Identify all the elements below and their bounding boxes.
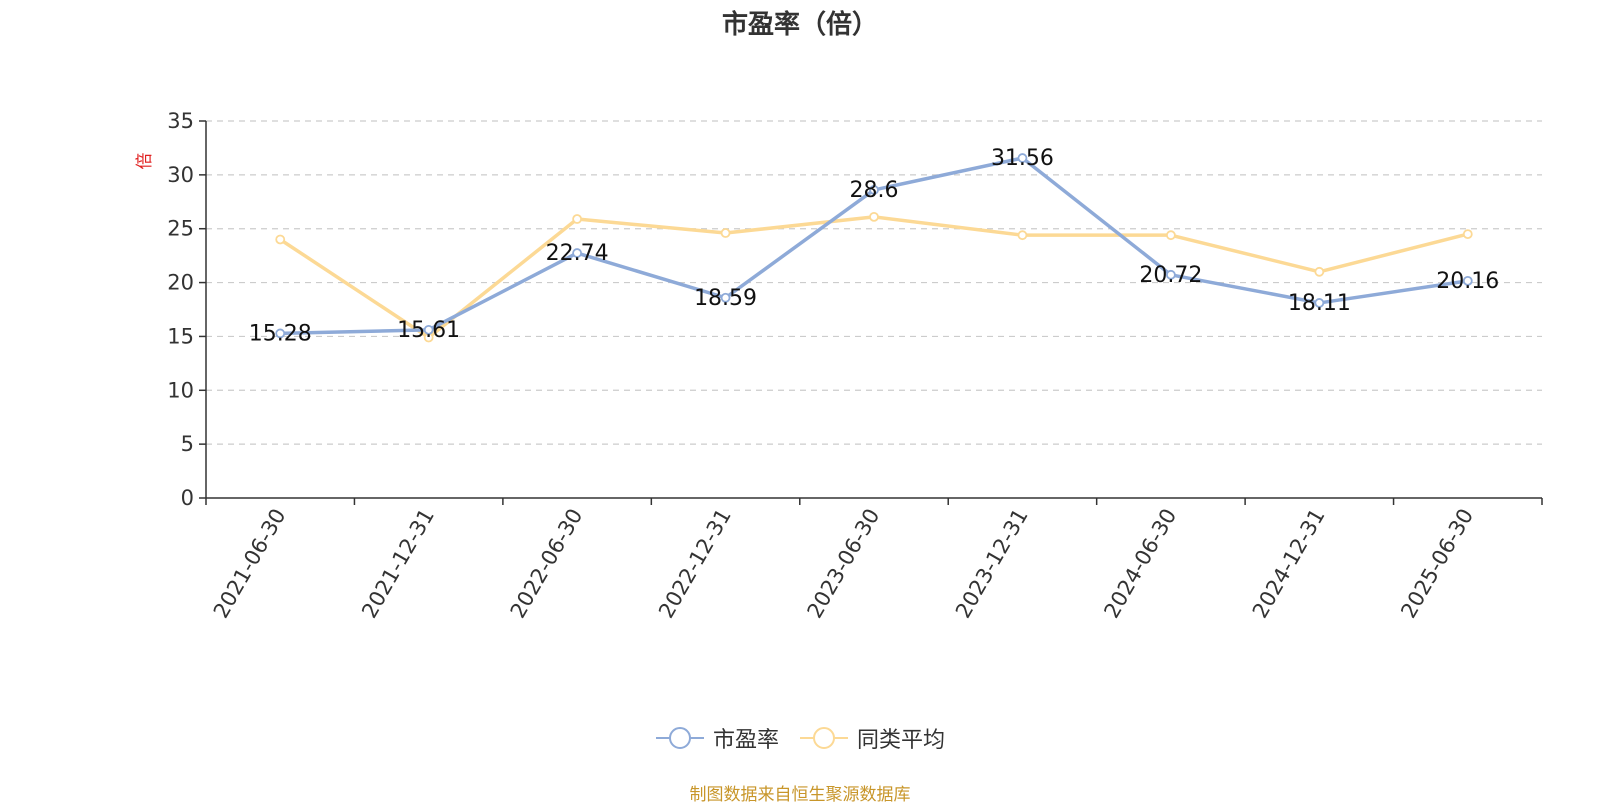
x-tick-label: 2023-06-30 bbox=[803, 505, 885, 623]
data-point bbox=[869, 185, 879, 195]
y-tick-label: 20 bbox=[167, 271, 194, 295]
y-tick-label: 30 bbox=[167, 163, 194, 187]
data-label: 18.11 bbox=[1288, 291, 1351, 316]
x-tick-label: 2024-12-31 bbox=[1248, 505, 1330, 623]
line-chart: 0 5 10 15 20 25 30 35 倍 2021-06-30 2021-12-31 2022-… bbox=[135, 109, 1543, 623]
chart-title: 市盈率（倍） bbox=[721, 10, 878, 40]
x-tick-label: 2023-12-31 bbox=[951, 505, 1033, 623]
x-tick-label: 2022-12-31 bbox=[654, 505, 736, 623]
data-point bbox=[1165, 269, 1176, 280]
data-point bbox=[1017, 153, 1028, 163]
data-point bbox=[1017, 230, 1028, 241]
data-label: 22.74 bbox=[546, 241, 609, 266]
data-point bbox=[1462, 229, 1473, 240]
data-point bbox=[275, 328, 286, 339]
data-label: 15.61 bbox=[397, 318, 460, 343]
y-tick-label: 35 bbox=[167, 109, 194, 133]
legend-marker-icon bbox=[800, 727, 848, 749]
y-tick-label: 15 bbox=[167, 324, 194, 348]
legend-label: 市盈率 bbox=[712, 728, 779, 753]
data-point bbox=[869, 211, 879, 222]
data-label: 28.6 bbox=[850, 178, 899, 203]
y-axis-label: 倍 bbox=[135, 153, 155, 170]
legend-marker-icon bbox=[655, 727, 704, 749]
y-tick-label: 25 bbox=[167, 217, 194, 241]
data-point bbox=[275, 234, 286, 245]
x-tick-label: 2022-06-30 bbox=[506, 505, 588, 623]
data-point bbox=[720, 292, 731, 303]
data-label: 20.72 bbox=[1139, 263, 1202, 288]
legend-item[interactable]: 同类平均 bbox=[799, 722, 945, 754]
legend-label: 同类平均 bbox=[857, 728, 946, 753]
y-tick-label: 5 bbox=[181, 432, 194, 456]
data-source-note: 制图数据来自恒生聚源数据库 bbox=[689, 785, 911, 805]
x-tick-label: 2025-06-30 bbox=[1396, 505, 1478, 623]
data-point bbox=[1462, 275, 1473, 286]
x-tick-label: 2024-06-30 bbox=[1099, 505, 1181, 623]
data-label: 31.56 bbox=[991, 146, 1054, 171]
data-label: 15.28 bbox=[249, 321, 312, 346]
data-point bbox=[572, 248, 583, 258]
y-tick-label: 10 bbox=[167, 378, 194, 402]
data-label: 18.59 bbox=[694, 286, 757, 311]
data-point bbox=[1314, 266, 1325, 277]
legend: 市盈率 同类平均 bbox=[0, 722, 1600, 762]
x-tick-label: 2021-06-30 bbox=[209, 505, 291, 623]
data-point bbox=[720, 228, 731, 238]
data-point bbox=[1165, 230, 1176, 241]
data-point bbox=[1314, 298, 1325, 308]
data-point bbox=[423, 324, 434, 335]
y-tick-label: 0 bbox=[181, 486, 194, 510]
data-point bbox=[572, 214, 583, 224]
x-tick-label: 2021-12-31 bbox=[357, 505, 439, 623]
legend-item[interactable]: 市盈率 bbox=[655, 722, 779, 754]
data-label: 20.16 bbox=[1436, 269, 1499, 294]
